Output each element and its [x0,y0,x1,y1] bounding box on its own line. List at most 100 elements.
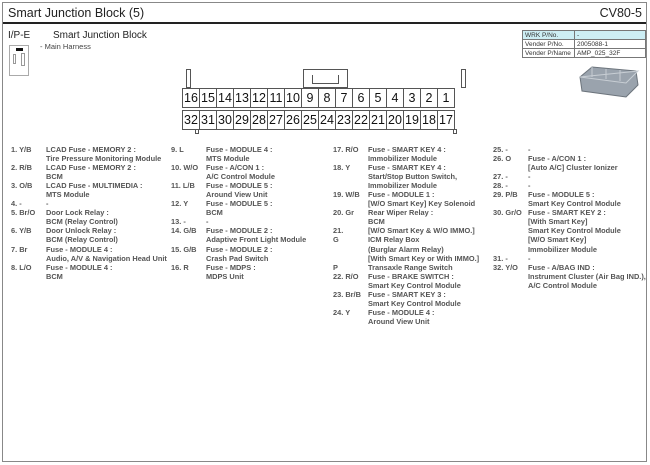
pin-description: BCM [46,271,63,281]
pin-line: Instrument Cluster (Air Bag IND.), [493,272,646,281]
pin-cell: 4 [386,88,404,108]
pin-line: 25. - - [493,145,646,154]
pin-label: 7. Br [11,244,28,254]
pin-description: Fuse - MODULE 2 : [206,244,273,254]
connector-face: 16 15 14 13 12 11 10 9 8 7 6 5 4 3 2 1 32 31 30 29 28 27 26 25… [182,69,466,134]
pin-label [493,235,528,244]
pin-line: [Auto A/C] Cluster Ionizer [493,163,646,172]
pin-description: Door Lock Relay : [46,208,109,218]
pin-line: [W/O Smart Key] [493,235,646,244]
pin-row-top: 16 15 14 13 12 11 10 9 8 7 6 5 4 3 2 1 [182,88,455,108]
pin-description: Fuse - MODULE 4 : [46,262,113,272]
pin-cell: 17 [437,110,455,130]
pin-description: - [528,253,531,263]
pin-line: Adaptive Front Light Module [171,235,306,244]
pin-line: MTS Module [11,190,167,199]
pin-label: P [333,262,338,272]
pin-label: 31. - [493,253,508,263]
pin-line: 5. Br/O Door Lock Relay : [11,208,167,217]
pin-line: 7. Br Fuse - MODULE 4 : [11,245,167,254]
pin-description: Smart Key Control Module [368,280,461,290]
pin-label [493,272,528,281]
pin-label [333,245,368,254]
pin-description: Start/Stop Button Switch, [368,172,458,182]
pin-label [171,272,206,281]
pin-description: Fuse - SMART KEY 2 : [528,208,606,218]
connector-code: CV80-5 [599,6,642,20]
pin-label: 21. [333,226,344,236]
harness-label: - Main Harness [40,42,91,51]
pin-cell: 32 [182,110,200,130]
pin-line: Smart Key Control Module [333,281,479,290]
pin-description: Rear Wiper Relay : [368,208,434,218]
pin-description: Fuse - A/BAG IND : [528,262,595,272]
pin-line: MTS Module [171,154,306,163]
pin-description: [With Smart Key or With IMMO.] [368,253,480,263]
pin-description: BCM [368,217,385,227]
pin-line: A/C Control Module [171,172,306,181]
pin-label: 5. Br/O [11,208,36,218]
pin-line: 28. - - [493,181,646,190]
pin-label: 26. O [493,154,512,164]
pin-cell: 9 [301,88,319,108]
connector-name: Smart Junction Block [53,30,147,41]
pin-description: [With Smart Key] [528,217,588,227]
pin-description: Fuse - SMART KEY 3 : [368,289,446,299]
pin-label [11,235,46,244]
pin-line: BCM [171,208,306,217]
pin-cell: 3 [403,88,421,108]
pin-label [493,226,528,235]
pin-line: 15. G/B Fuse - MODULE 2 : [171,245,306,254]
pin-label [493,163,528,172]
pin-description: [W/O Smart Key] [528,235,587,245]
pin-label [333,254,368,263]
pin-cell: 16 [182,88,200,108]
pin-label [171,154,206,163]
pin-line: BCM [11,272,167,281]
pin-row-bottom: 32 31 30 29 28 27 26 25 24 23 22 21 20 19 18 17 [182,110,455,130]
pin-label [11,154,46,163]
pin-label [171,235,206,244]
pin-description: - [528,181,531,191]
pin-line: 3. O/B LCAD Fuse - MULTIMEDIA : [11,181,167,190]
pin-label: 22. R/O [333,271,359,281]
pin-line: 4. - - [11,199,167,208]
pin-label: 2. R/B [11,163,32,173]
pin-description: LCAD Fuse - MEMORY 2 : [46,145,136,154]
pin-description: [W/O Smart Key & W/O IMMO.] [368,226,475,236]
pin-line: G ICM Relay Box [333,235,479,244]
pin-label: 20. Gr [333,208,354,218]
pin-line: 20. Gr Rear Wiper Relay : [333,208,479,217]
pin-description: BCM (Relay Control) [46,217,118,227]
pin-description: - [46,199,49,209]
pin-line: BCM [11,172,167,181]
pin-description: Audio, A/V & Navigation Head Unit [46,253,167,263]
pin-label: 29. P/B [493,190,518,200]
pin-cell: 7 [335,88,353,108]
pin-cell: 13 [233,88,251,108]
pin-description: - [528,172,531,182]
pin-line: [With Smart Key] [493,217,646,226]
pin-cell: 23 [335,110,353,130]
pin-label: 17. R/O [333,145,359,154]
pin-cell: 2 [420,88,438,108]
pin-cell: 25 [301,110,319,130]
pin-description: Fuse - MODULE 5 : [206,181,273,191]
pin-cell: 28 [250,110,268,130]
pin-label: 13. - [171,217,186,227]
pin-cell: 18 [420,110,438,130]
pin-description: Fuse - MODULE 5 : [528,190,595,200]
pin-line: 13. - - [171,217,306,226]
pin-line: Around View Unit [171,190,306,199]
pin-label: 10. W/O [171,163,199,173]
pin-description: Fuse - MODULE 5 : [206,199,273,209]
pin-description: Fuse - MODULE 4 : [46,244,113,254]
pin-line: Immobilizer Module [333,181,479,190]
pin-label: 1. Y/B [11,145,32,154]
pin-description: BCM (Relay Control) [46,235,118,245]
pin-label: 24. Y [333,307,351,317]
pin-line: 23. Br/B Fuse - SMART KEY 3 : [333,290,479,299]
connector-id: I/P-E [8,30,31,41]
pin-description: ICM Relay Box [368,235,420,245]
